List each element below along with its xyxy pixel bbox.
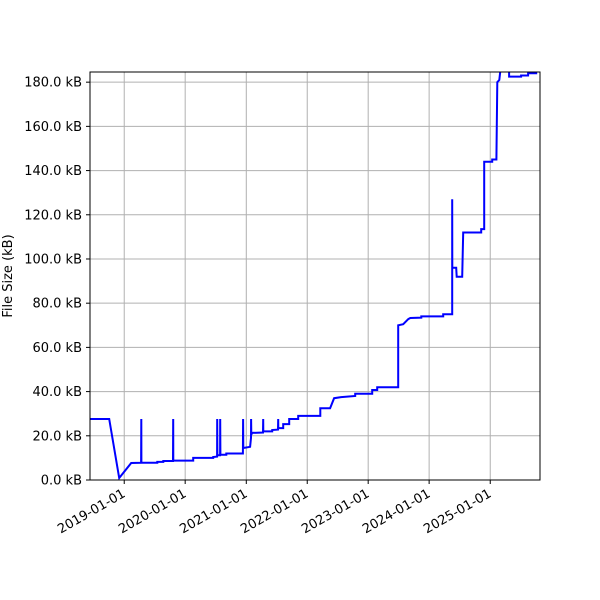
axes-frame <box>89 71 541 481</box>
y-tick-label: 140.0 kB <box>24 164 82 179</box>
plot-area <box>90 72 538 480</box>
y-axis-label: File Size (kB) <box>1 234 16 317</box>
x-tick-label: 2024-01-01 <box>360 486 433 537</box>
x-tick-label: 2020-01-01 <box>116 486 189 537</box>
y-tick-label: 100.0 kB <box>24 252 82 267</box>
y-tick-label: 80.0 kB <box>32 297 82 312</box>
y-axis: 0.0 kB 20.0 kB 40.0 kB 60.0 kB 80.0 kB 100.0 … <box>24 76 90 489</box>
y-tick-label: 60.0 kB <box>32 341 82 356</box>
y-tick-label: 0.0 kB <box>41 474 82 489</box>
y-tick-label: 20.0 kB <box>32 429 82 444</box>
y-tick-label: 120.0 kB <box>24 208 82 223</box>
y-tick-label: 160.0 kB <box>24 120 82 135</box>
y-tick-label: 40.0 kB <box>32 385 82 400</box>
grid <box>90 72 540 481</box>
series-line <box>90 72 538 480</box>
x-axis: 2019-01-012020-01-012021-01-012022-01-01… <box>55 480 494 537</box>
x-tick-label: 2021-01-01 <box>177 486 250 537</box>
y-tick-label: 180.0 kB <box>24 76 82 91</box>
x-tick-label: 2025-01-01 <box>421 486 494 537</box>
x-tick-label: 2022-01-01 <box>238 486 311 537</box>
x-tick-label: 2019-01-01 <box>55 486 128 537</box>
x-tick-label: 2023-01-01 <box>299 486 372 537</box>
